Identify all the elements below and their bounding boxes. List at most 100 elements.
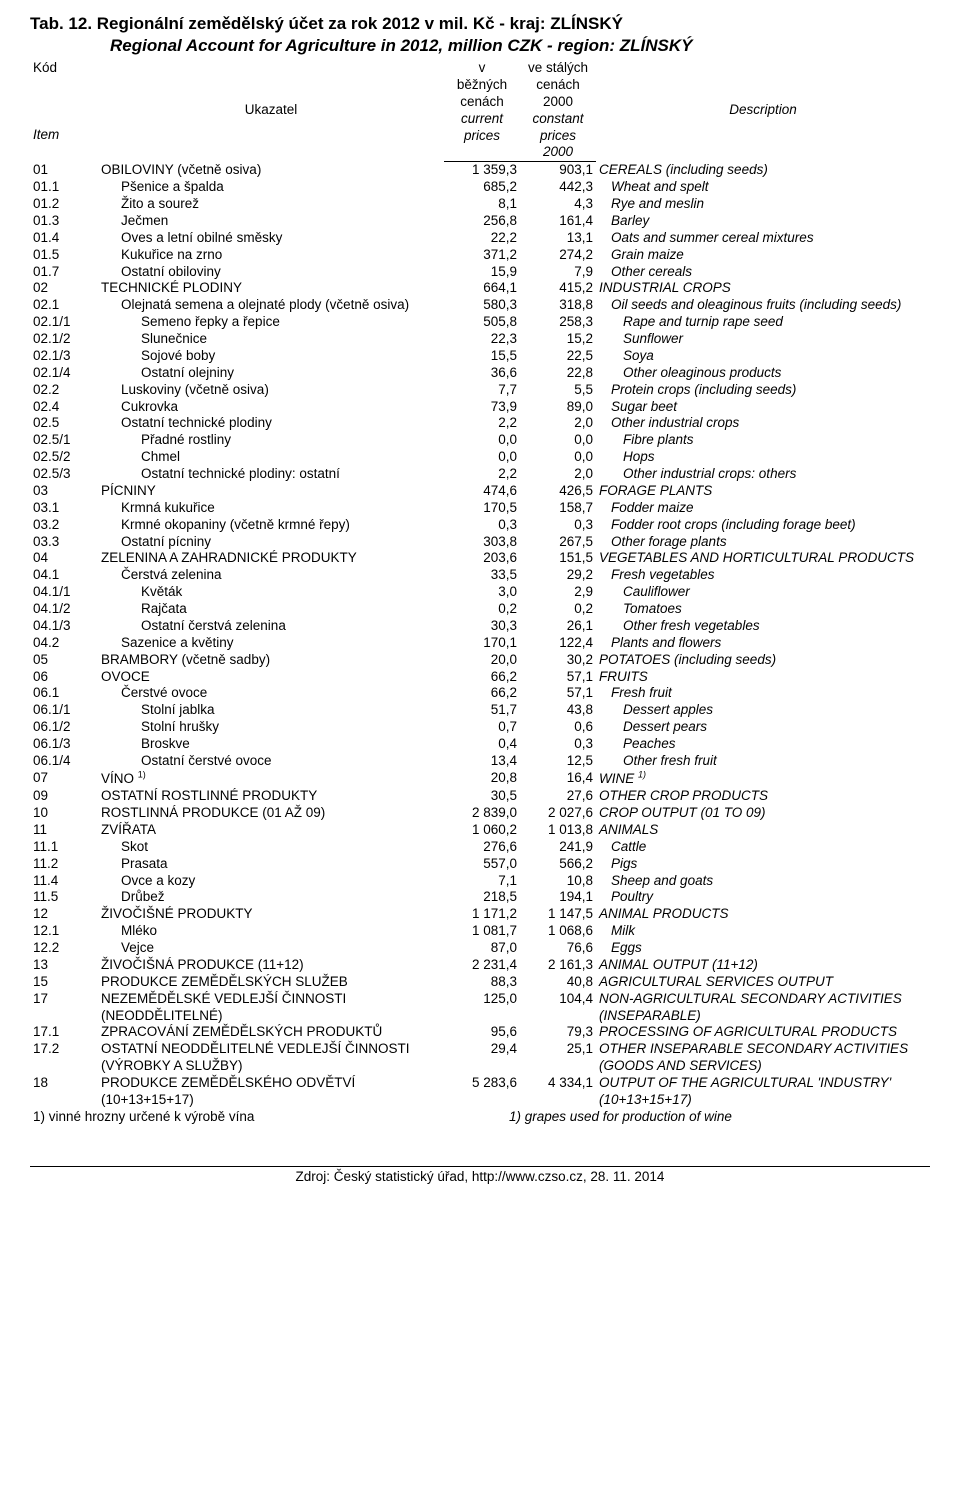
row-constant-price: 40,8 [520,974,596,991]
table-row: 02.1/4Ostatní olejniny36,622,8Other olea… [30,365,930,382]
row-code: 04.2 [30,635,98,652]
table-row: 01.7Ostatní obiloviny15,97,9Other cereal… [30,264,930,281]
table-row: 11ZVÍŘATA1 060,21 013,8ANIMALS [30,822,930,839]
row-current-price: 557,0 [444,856,520,873]
row-code: 03.3 [30,534,98,551]
row-code: 02.1/4 [30,365,98,382]
row-current-price: 664,1 [444,280,520,297]
row-code: 02.1 [30,297,98,314]
row-ukazatel: Cukrovka [98,399,444,416]
row-code: 13 [30,957,98,974]
row-constant-price: 22,5 [520,348,596,365]
row-code: 03.1 [30,500,98,517]
table-row: 04.2Sazenice a květiny170,1122,4Plants a… [30,635,930,652]
row-constant-price: 15,2 [520,331,596,348]
row-constant-price: 43,8 [520,702,596,719]
row-description: Pigs [596,856,930,873]
hdr-c1-l2: běžných [447,77,517,94]
hdr-c2-l6: 2000 [523,144,593,161]
row-code: 18 [30,1075,98,1109]
table-row: 02.1/3Sojové boby15,522,5Soya [30,348,930,365]
source-line: Zdroj: Český statistický úřad, http://ww… [30,1166,930,1184]
footnote-cz: 1) vinné hrozny určené k výrobě vína [30,1109,506,1126]
row-ukazatel: Vejce [98,940,444,957]
row-description: Other oleaginous products [596,365,930,382]
row-current-price: 20,8 [444,770,520,788]
row-description: Fodder maize [596,500,930,517]
hdr-kod: Kód [33,60,95,77]
table-row: 15PRODUKCE ZEMĚDĚLSKÝCH SLUŽEB88,340,8AG… [30,974,930,991]
row-constant-price: 2 027,6 [520,805,596,822]
row-current-price: 685,2 [444,179,520,196]
footnote-row: 1) vinné hrozny určené k výrobě vína 1) … [30,1109,930,1126]
table-row: 03.1Krmná kukuřice170,5158,7Fodder maize [30,500,930,517]
row-description: Barley [596,213,930,230]
hdr-c2-l3: 2000 [523,94,593,111]
hdr-c1-l5: prices [444,128,520,162]
table-row: 11.1Skot276,6241,9Cattle [30,839,930,856]
table-row: 06.1/4Ostatní čerstvé ovoce13,412,5Other… [30,753,930,770]
row-description: Plants and flowers [596,635,930,652]
row-constant-price: 4 334,1 [520,1075,596,1109]
row-description: Sunflower [596,331,930,348]
row-constant-price: 12,5 [520,753,596,770]
row-code: 02.5/2 [30,449,98,466]
row-ukazatel: VÍNO 1) [98,770,444,788]
row-ukazatel: ŽIVOČIŠNÁ PRODUKCE (11+12) [98,957,444,974]
row-description: Other fresh vegetables [596,618,930,635]
row-description: Sheep and goats [596,873,930,890]
row-constant-price: 158,7 [520,500,596,517]
table-row: 12.1Mléko1 081,71 068,6Milk [30,923,930,940]
row-description: ANIMALS [596,822,930,839]
row-current-price: 22,3 [444,331,520,348]
hdr-c1-l1: v [444,60,520,77]
row-code: 02.5 [30,415,98,432]
row-ukazatel: Kukuřice na zrno [98,247,444,264]
row-ukazatel: PÍCNINY [98,483,444,500]
title-cz: Tab. 12. Regionální zemědělský účet za r… [30,14,930,34]
table-row: 02.2Luskoviny (včetně osiva)7,75,5Protei… [30,382,930,399]
row-current-price: 66,2 [444,685,520,702]
row-description: Grain maize [596,247,930,264]
row-current-price: 2,2 [444,415,520,432]
row-code: 02.1/2 [30,331,98,348]
row-code: 11.1 [30,839,98,856]
row-ukazatel: TECHNICKÉ PLODINY [98,280,444,297]
row-code: 06.1/1 [30,702,98,719]
row-code: 01.7 [30,264,98,281]
row-constant-price: 161,4 [520,213,596,230]
table-row: 06.1/2Stolní hrušky0,70,6Dessert pears [30,719,930,736]
row-ukazatel: Oves a letní obilné směsky [98,230,444,247]
hdr-item: Item [33,127,95,144]
row-code: 02.1/1 [30,314,98,331]
row-current-price: 36,6 [444,365,520,382]
table-row: 04.1/1Květák3,02,9Cauliflower [30,584,930,601]
row-ukazatel: Květák [98,584,444,601]
row-constant-price: 442,3 [520,179,596,196]
row-current-price: 276,6 [444,839,520,856]
row-code: 02.5/1 [30,432,98,449]
row-code: 01.2 [30,196,98,213]
row-ukazatel: Přadné rostliny [98,432,444,449]
table-row: 01.4Oves a letní obilné směsky22,213,1Oa… [30,230,930,247]
row-constant-price: 903,1 [520,162,596,179]
row-code: 02.4 [30,399,98,416]
row-constant-price: 426,5 [520,483,596,500]
row-constant-price: 13,1 [520,230,596,247]
table-row: 17NEZEMĚDĚLSKÉ VEDLEJŠÍ ČINNOSTI (NEODDĚ… [30,991,930,1025]
row-constant-price: 104,4 [520,991,596,1025]
row-constant-price: 566,2 [520,856,596,873]
row-code: 02.2 [30,382,98,399]
row-constant-price: 1 147,5 [520,906,596,923]
row-current-price: 0,0 [444,432,520,449]
hdr-c2-l4: constant [523,111,593,128]
row-constant-price: 151,5 [520,550,596,567]
row-constant-price: 0,0 [520,432,596,449]
row-constant-price: 194,1 [520,889,596,906]
row-current-price: 303,8 [444,534,520,551]
row-code: 11.4 [30,873,98,890]
row-description: Oats and summer cereal mixtures [596,230,930,247]
row-code: 11.2 [30,856,98,873]
row-current-price: 7,7 [444,382,520,399]
row-code: 03.2 [30,517,98,534]
